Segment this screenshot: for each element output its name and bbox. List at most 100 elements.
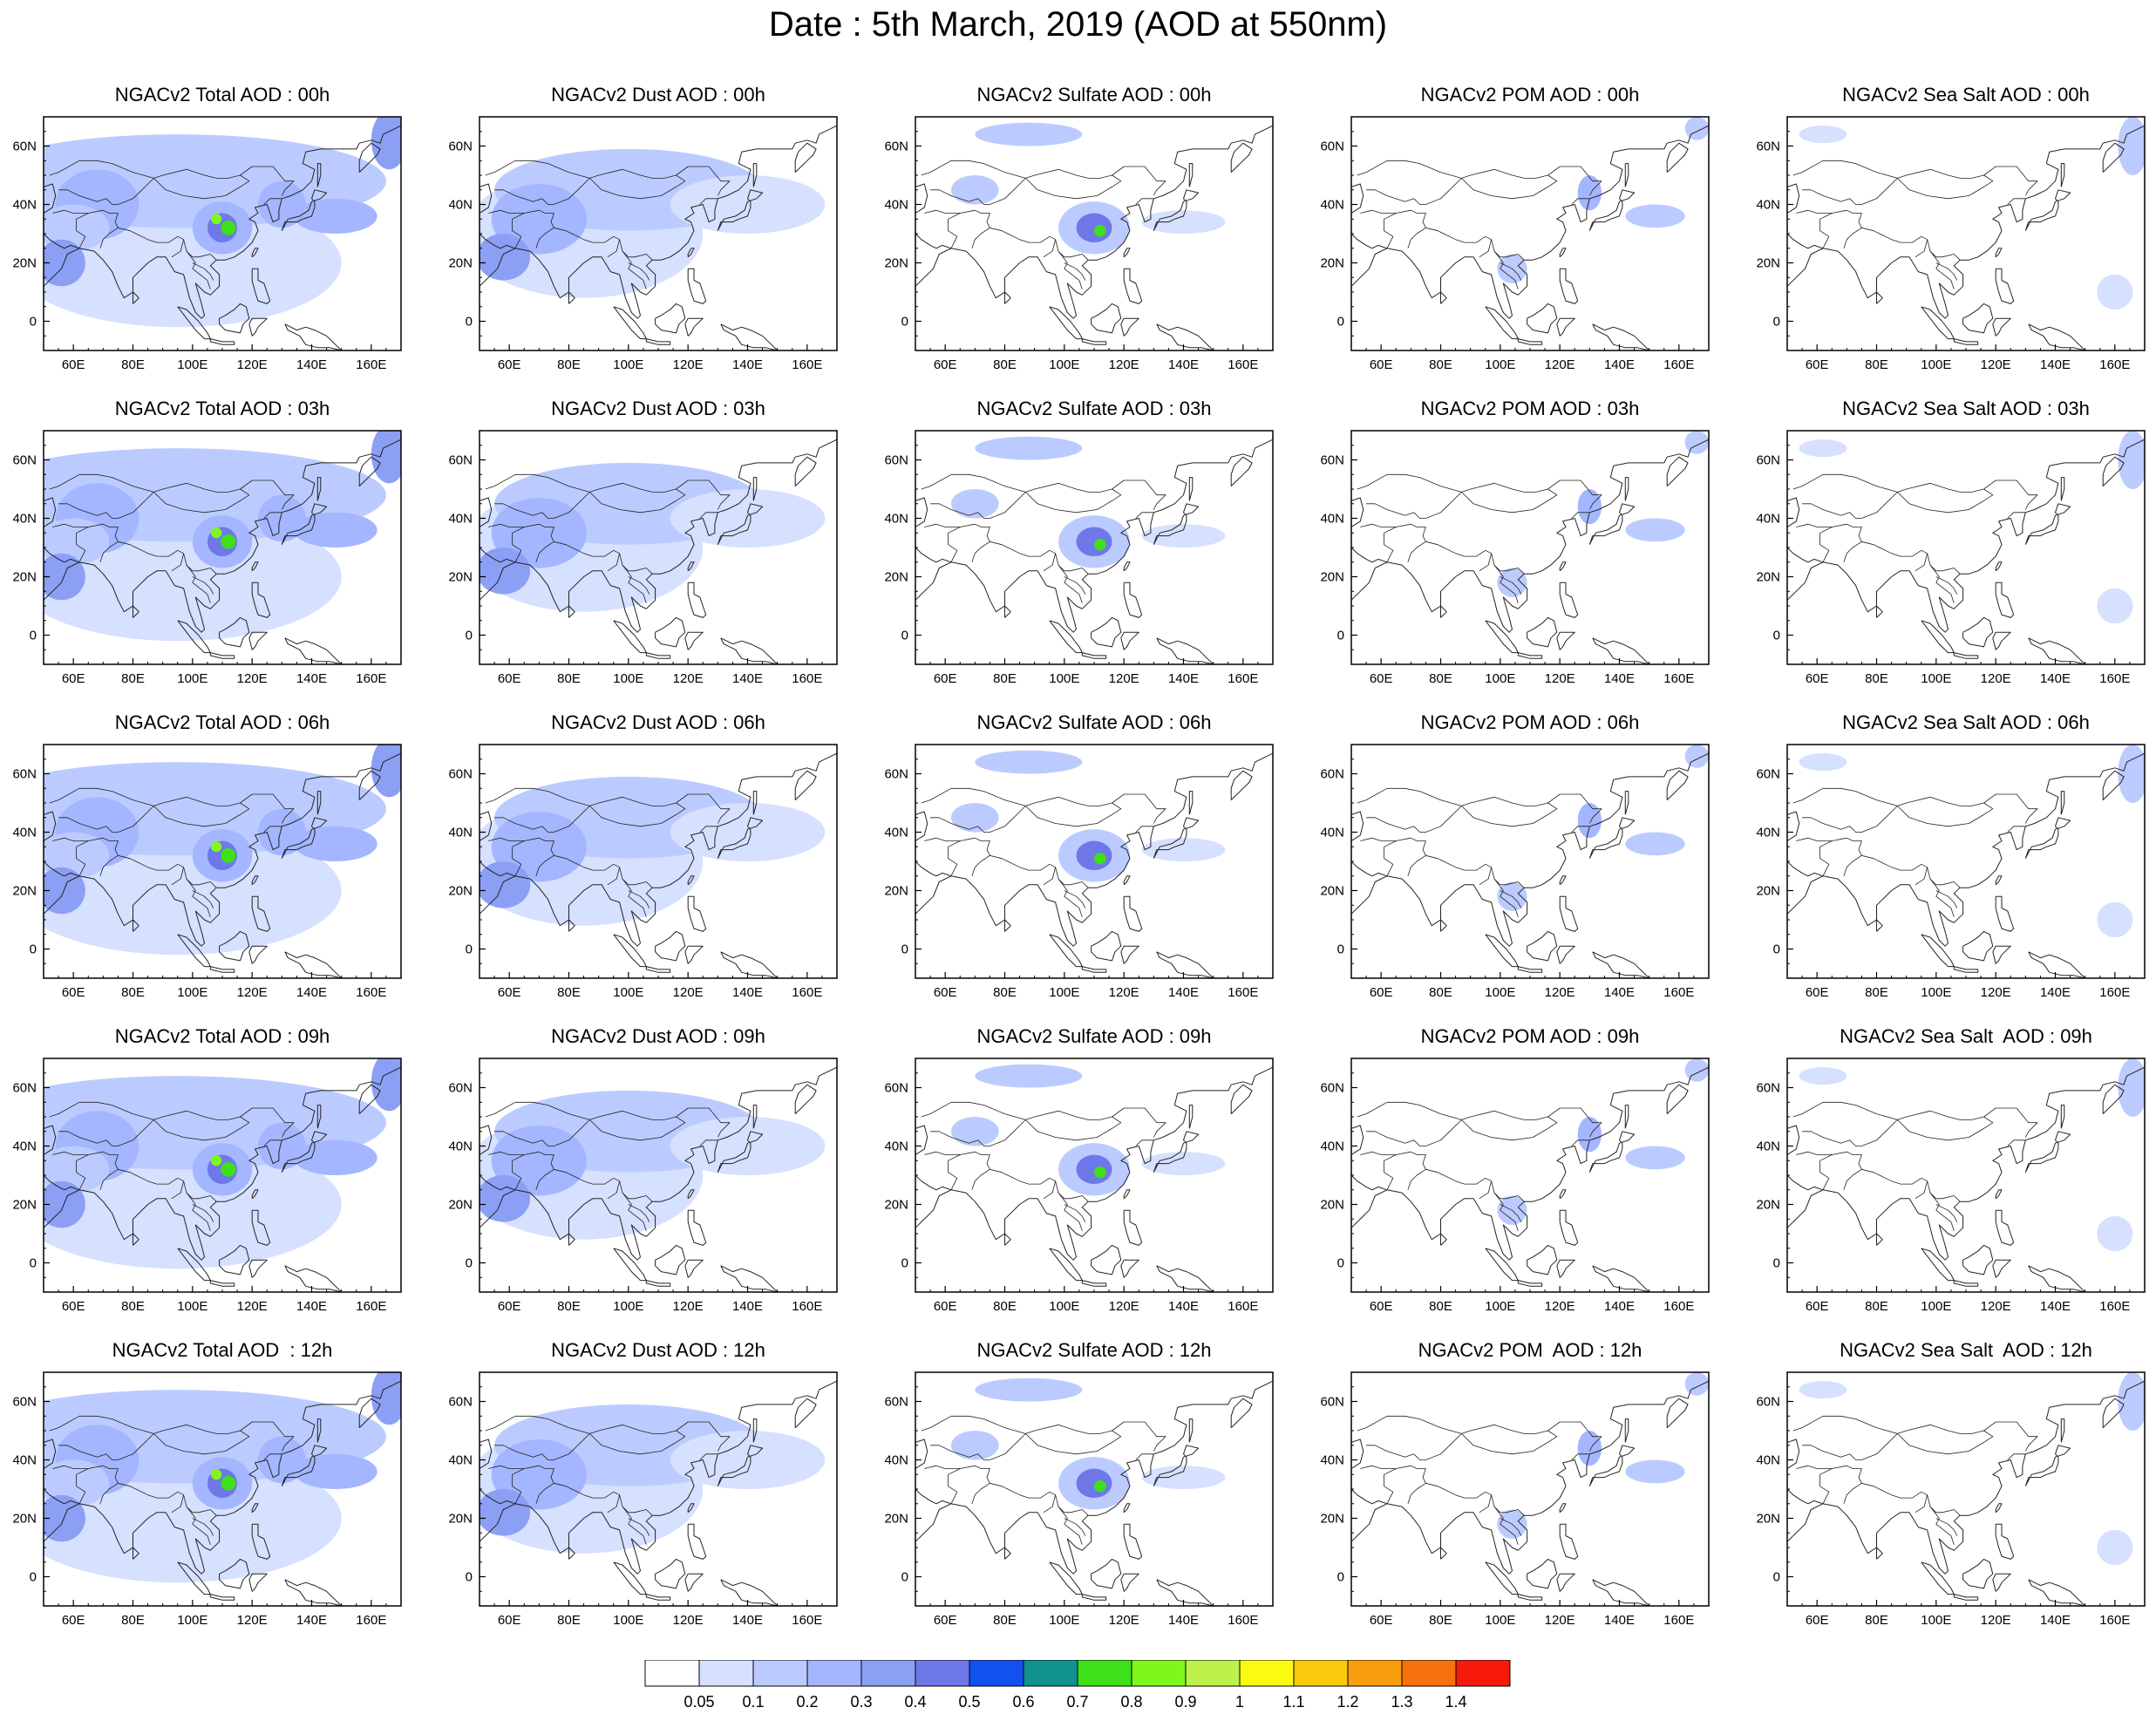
panel-title: NGACv2 Total AOD : 09h [114, 1025, 330, 1047]
x-tick-label: 100E [1049, 1299, 1079, 1314]
x-tick-label: 60E [62, 1613, 85, 1628]
x-tick-label: 120E [237, 357, 268, 372]
y-tick-label: 20N [12, 1198, 37, 1213]
y-tick-label: 60N [12, 1081, 37, 1096]
x-tick-label: 100E [1049, 357, 1079, 372]
y-tick-label: 20N [448, 256, 473, 271]
y-tick-label: 40N [12, 198, 37, 213]
colorbar-swatch [1239, 1660, 1295, 1687]
aod-field-blob [1076, 1154, 1112, 1185]
y-tick-label: 20N [884, 256, 908, 271]
colorbar-swatch [1455, 1660, 1511, 1687]
y-tick-label: 0 [30, 1256, 37, 1271]
x-tick-label: 60E [498, 357, 521, 372]
x-tick-label: 140E [732, 671, 763, 686]
aod-map-total: 60E 80E 100E 120E 140E 160E 60N 40N 20N 0 [12, 1371, 402, 1628]
panel-title: NGACv2 Sea Salt AOD : 12h [1840, 1339, 2092, 1361]
panel-title: NGACv2 Total AOD : 03h [114, 398, 330, 419]
y-tick-label: 40N [884, 198, 908, 213]
x-tick-label: 120E [1981, 357, 2011, 372]
y-tick-label: 60N [884, 453, 908, 468]
colorbar-label: 1.1 [1282, 1693, 1304, 1711]
y-tick-label: 60N [1320, 453, 1344, 468]
x-tick-label: 160E [1228, 1613, 1258, 1628]
y-tick-label: 0 [1337, 1570, 1344, 1585]
y-tick-label: 60N [12, 453, 37, 468]
y-tick-label: 40N [12, 1139, 37, 1154]
y-tick-label: 0 [1337, 315, 1344, 330]
aod-field-blob [258, 1122, 306, 1170]
panel-title: NGACv2 Dust AOD : 03h [551, 398, 765, 419]
x-tick-label: 140E [1604, 671, 1635, 686]
colorbar-swatch [1347, 1660, 1403, 1687]
x-tick-label: 160E [2099, 1613, 2130, 1628]
colorbar-label: 0.05 [684, 1693, 714, 1711]
x-tick-label: 60E [1370, 1299, 1393, 1314]
x-tick-label: 100E [1049, 671, 1079, 686]
x-tick-label: 60E [62, 357, 85, 372]
panel-title: NGACv2 POM AOD : 09h [1420, 1025, 1640, 1047]
aod-field-blob [44, 1494, 85, 1542]
x-tick-label: 160E [792, 1613, 822, 1628]
y-tick-label: 20N [1320, 1198, 1344, 1213]
x-tick-label: 160E [1228, 357, 1258, 372]
colorbar-label: 1.2 [1336, 1693, 1358, 1711]
y-tick-label: 40N [12, 512, 37, 527]
colorbar-label: 1.3 [1391, 1693, 1412, 1711]
x-tick-label: 120E [673, 1613, 704, 1628]
x-tick-label: 100E [1049, 1613, 1079, 1628]
x-tick-label: 160E [2099, 985, 2130, 1000]
x-tick-label: 60E [498, 985, 521, 1000]
x-tick-label: 100E [613, 1299, 643, 1314]
colorbar-swatch [752, 1660, 808, 1687]
x-tick-label: 140E [2040, 357, 2071, 372]
x-tick-label: 120E [237, 985, 268, 1000]
x-tick-label: 80E [1429, 671, 1452, 686]
colorbar-label: 0.1 [742, 1693, 764, 1711]
aod-map-sulfate: 60E 80E 100E 120E 140E 160E 60N 40N 20N 0 [884, 116, 1274, 372]
x-tick-label: 80E [557, 671, 581, 686]
y-tick-label: 0 [901, 1256, 908, 1271]
x-tick-label: 120E [1109, 357, 1139, 372]
panel-title: NGACv2 Sulfate AOD : 00h [976, 84, 1212, 105]
x-tick-label: 60E [498, 1613, 521, 1628]
y-tick-label: 20N [12, 570, 37, 585]
x-tick-label: 140E [1604, 1299, 1635, 1314]
y-tick-label: 60N [12, 139, 37, 154]
aod-field-blob [221, 1475, 236, 1491]
x-tick-label: 140E [296, 671, 327, 686]
x-tick-label: 80E [121, 1613, 145, 1628]
aod-field-blob [1076, 527, 1112, 557]
x-tick-label: 140E [1604, 1613, 1635, 1628]
aod-field-blob [1625, 832, 1685, 856]
x-tick-label: 160E [1228, 671, 1258, 686]
aod-field-blob [371, 1058, 401, 1112]
x-tick-label: 100E [1485, 1613, 1515, 1628]
aod-field-blob [371, 745, 401, 798]
aod-map-pom: 60E 80E 100E 120E 140E 160E 60N 40N 20N 0 [1320, 1058, 1710, 1314]
aod-field-blob [1684, 117, 1709, 140]
aod-field-blob [2118, 745, 2145, 803]
x-tick-label: 160E [1663, 357, 1694, 372]
y-tick-label: 20N [448, 1512, 473, 1527]
aod-colorbar: 0.05 0.1 0.2 0.3 0.4 0.5 0.6 0.7 0.8 0.9 1 1.1 1.2 1.… [644, 1660, 1511, 1711]
aod-field-blob [975, 436, 1083, 460]
y-tick-label: 20N [12, 884, 37, 899]
aod-field-blob [951, 175, 999, 205]
aod-map-seasalt: 60E 80E 100E 120E 140E 160E 60N 40N 20N 0 [1756, 116, 2146, 372]
y-tick-label: 60N [448, 1081, 473, 1096]
x-tick-label: 120E [1109, 671, 1139, 686]
aod-map-sulfate: 60E 80E 100E 120E 140E 160E 60N 40N 20N 0 [884, 430, 1274, 686]
y-tick-label: 60N [1320, 139, 1344, 154]
y-tick-label: 60N [12, 1395, 37, 1410]
x-tick-label: 100E [1485, 1299, 1515, 1314]
x-tick-label: 80E [1865, 671, 1888, 686]
aod-field-blob [44, 1180, 85, 1228]
aod-field-blob [44, 239, 85, 287]
aod-map-dust: 60E 80E 100E 120E 140E 160E 60N 40N 20N 0 [448, 430, 838, 686]
x-tick-label: 60E [498, 1299, 521, 1314]
y-tick-label: 40N [1756, 198, 1780, 213]
y-tick-label: 40N [448, 512, 473, 527]
x-tick-label: 120E [237, 1613, 268, 1628]
x-tick-label: 60E [934, 1299, 957, 1314]
